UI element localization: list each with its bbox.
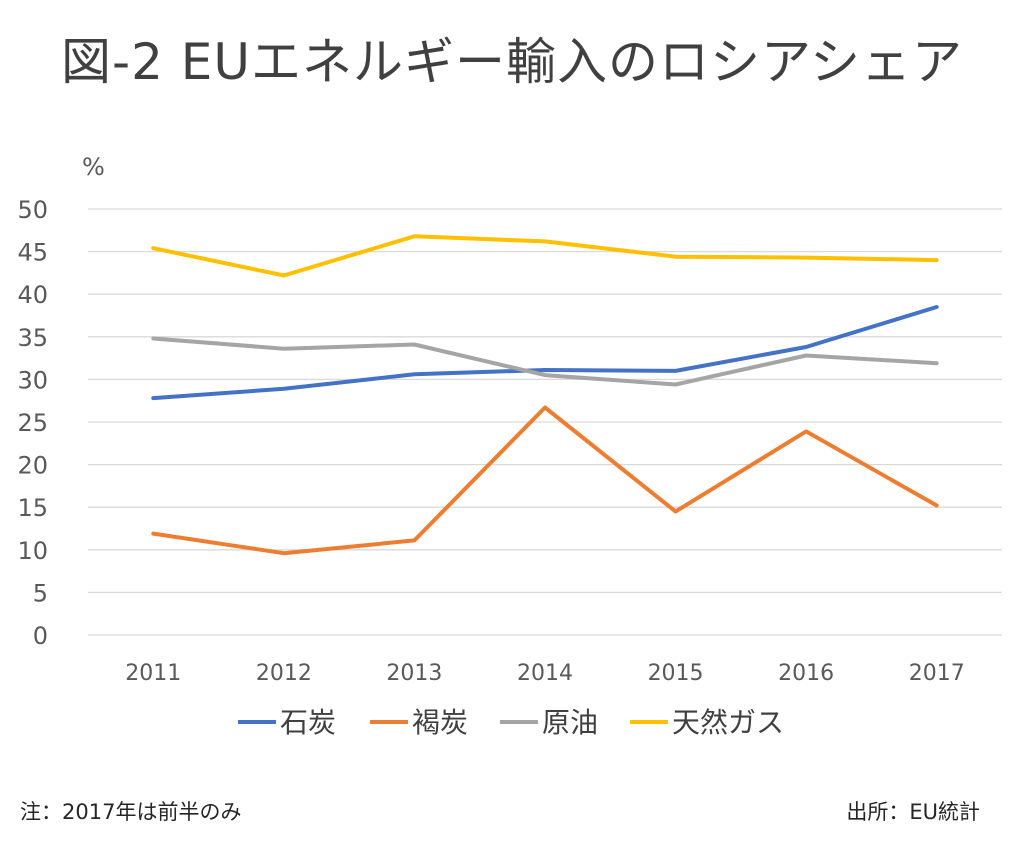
series-line-2 bbox=[151, 336, 939, 387]
y-tick-label: 10 bbox=[17, 537, 48, 565]
x-tick-label: 2015 bbox=[648, 661, 704, 686]
series-line-1 bbox=[151, 405, 939, 556]
y-tick-label: 35 bbox=[17, 324, 48, 352]
gridlines bbox=[88, 208, 1002, 636]
series-line-3 bbox=[151, 234, 939, 278]
legend: 石炭 褐炭 原油 天然ガス bbox=[238, 706, 784, 739]
y-axis-ticks: 0 5 10 15 20 25 30 35 40 45 50 bbox=[17, 196, 48, 650]
legend-label: 原油 bbox=[542, 706, 598, 739]
series-line-0 bbox=[151, 305, 939, 401]
source-note: 出所：EU統計 bbox=[846, 800, 980, 824]
series-lines bbox=[151, 234, 939, 556]
y-tick-label: 5 bbox=[33, 579, 48, 607]
y-tick-label: 0 bbox=[33, 622, 48, 650]
y-tick-label: 20 bbox=[17, 452, 48, 480]
y-tick-label: 15 bbox=[17, 494, 48, 522]
legend-label: 天然ガス bbox=[672, 706, 784, 739]
legend-label: 石炭 bbox=[280, 706, 336, 739]
y-tick-label: 25 bbox=[17, 409, 48, 437]
y-axis-unit: % bbox=[82, 153, 105, 181]
x-tick-label: 2016 bbox=[778, 661, 834, 686]
footnote: 注：2017年は前半のみ bbox=[20, 800, 242, 824]
x-tick-label: 2011 bbox=[125, 661, 181, 686]
x-tick-label: 2012 bbox=[256, 661, 312, 686]
y-tick-label: 50 bbox=[17, 196, 48, 224]
x-axis-ticks: 2011 2012 2013 2014 2015 2016 2017 bbox=[125, 661, 964, 686]
x-tick-label: 2014 bbox=[517, 661, 573, 686]
chart-title: 図-2 EUエネルギー輸入のロシアシェア bbox=[61, 33, 963, 91]
x-tick-label: 2017 bbox=[909, 661, 965, 686]
y-tick-label: 30 bbox=[17, 366, 48, 394]
y-tick-label: 40 bbox=[17, 281, 48, 309]
legend-label: 褐炭 bbox=[412, 706, 468, 739]
y-tick-label: 45 bbox=[17, 239, 48, 267]
x-tick-label: 2013 bbox=[386, 661, 442, 686]
